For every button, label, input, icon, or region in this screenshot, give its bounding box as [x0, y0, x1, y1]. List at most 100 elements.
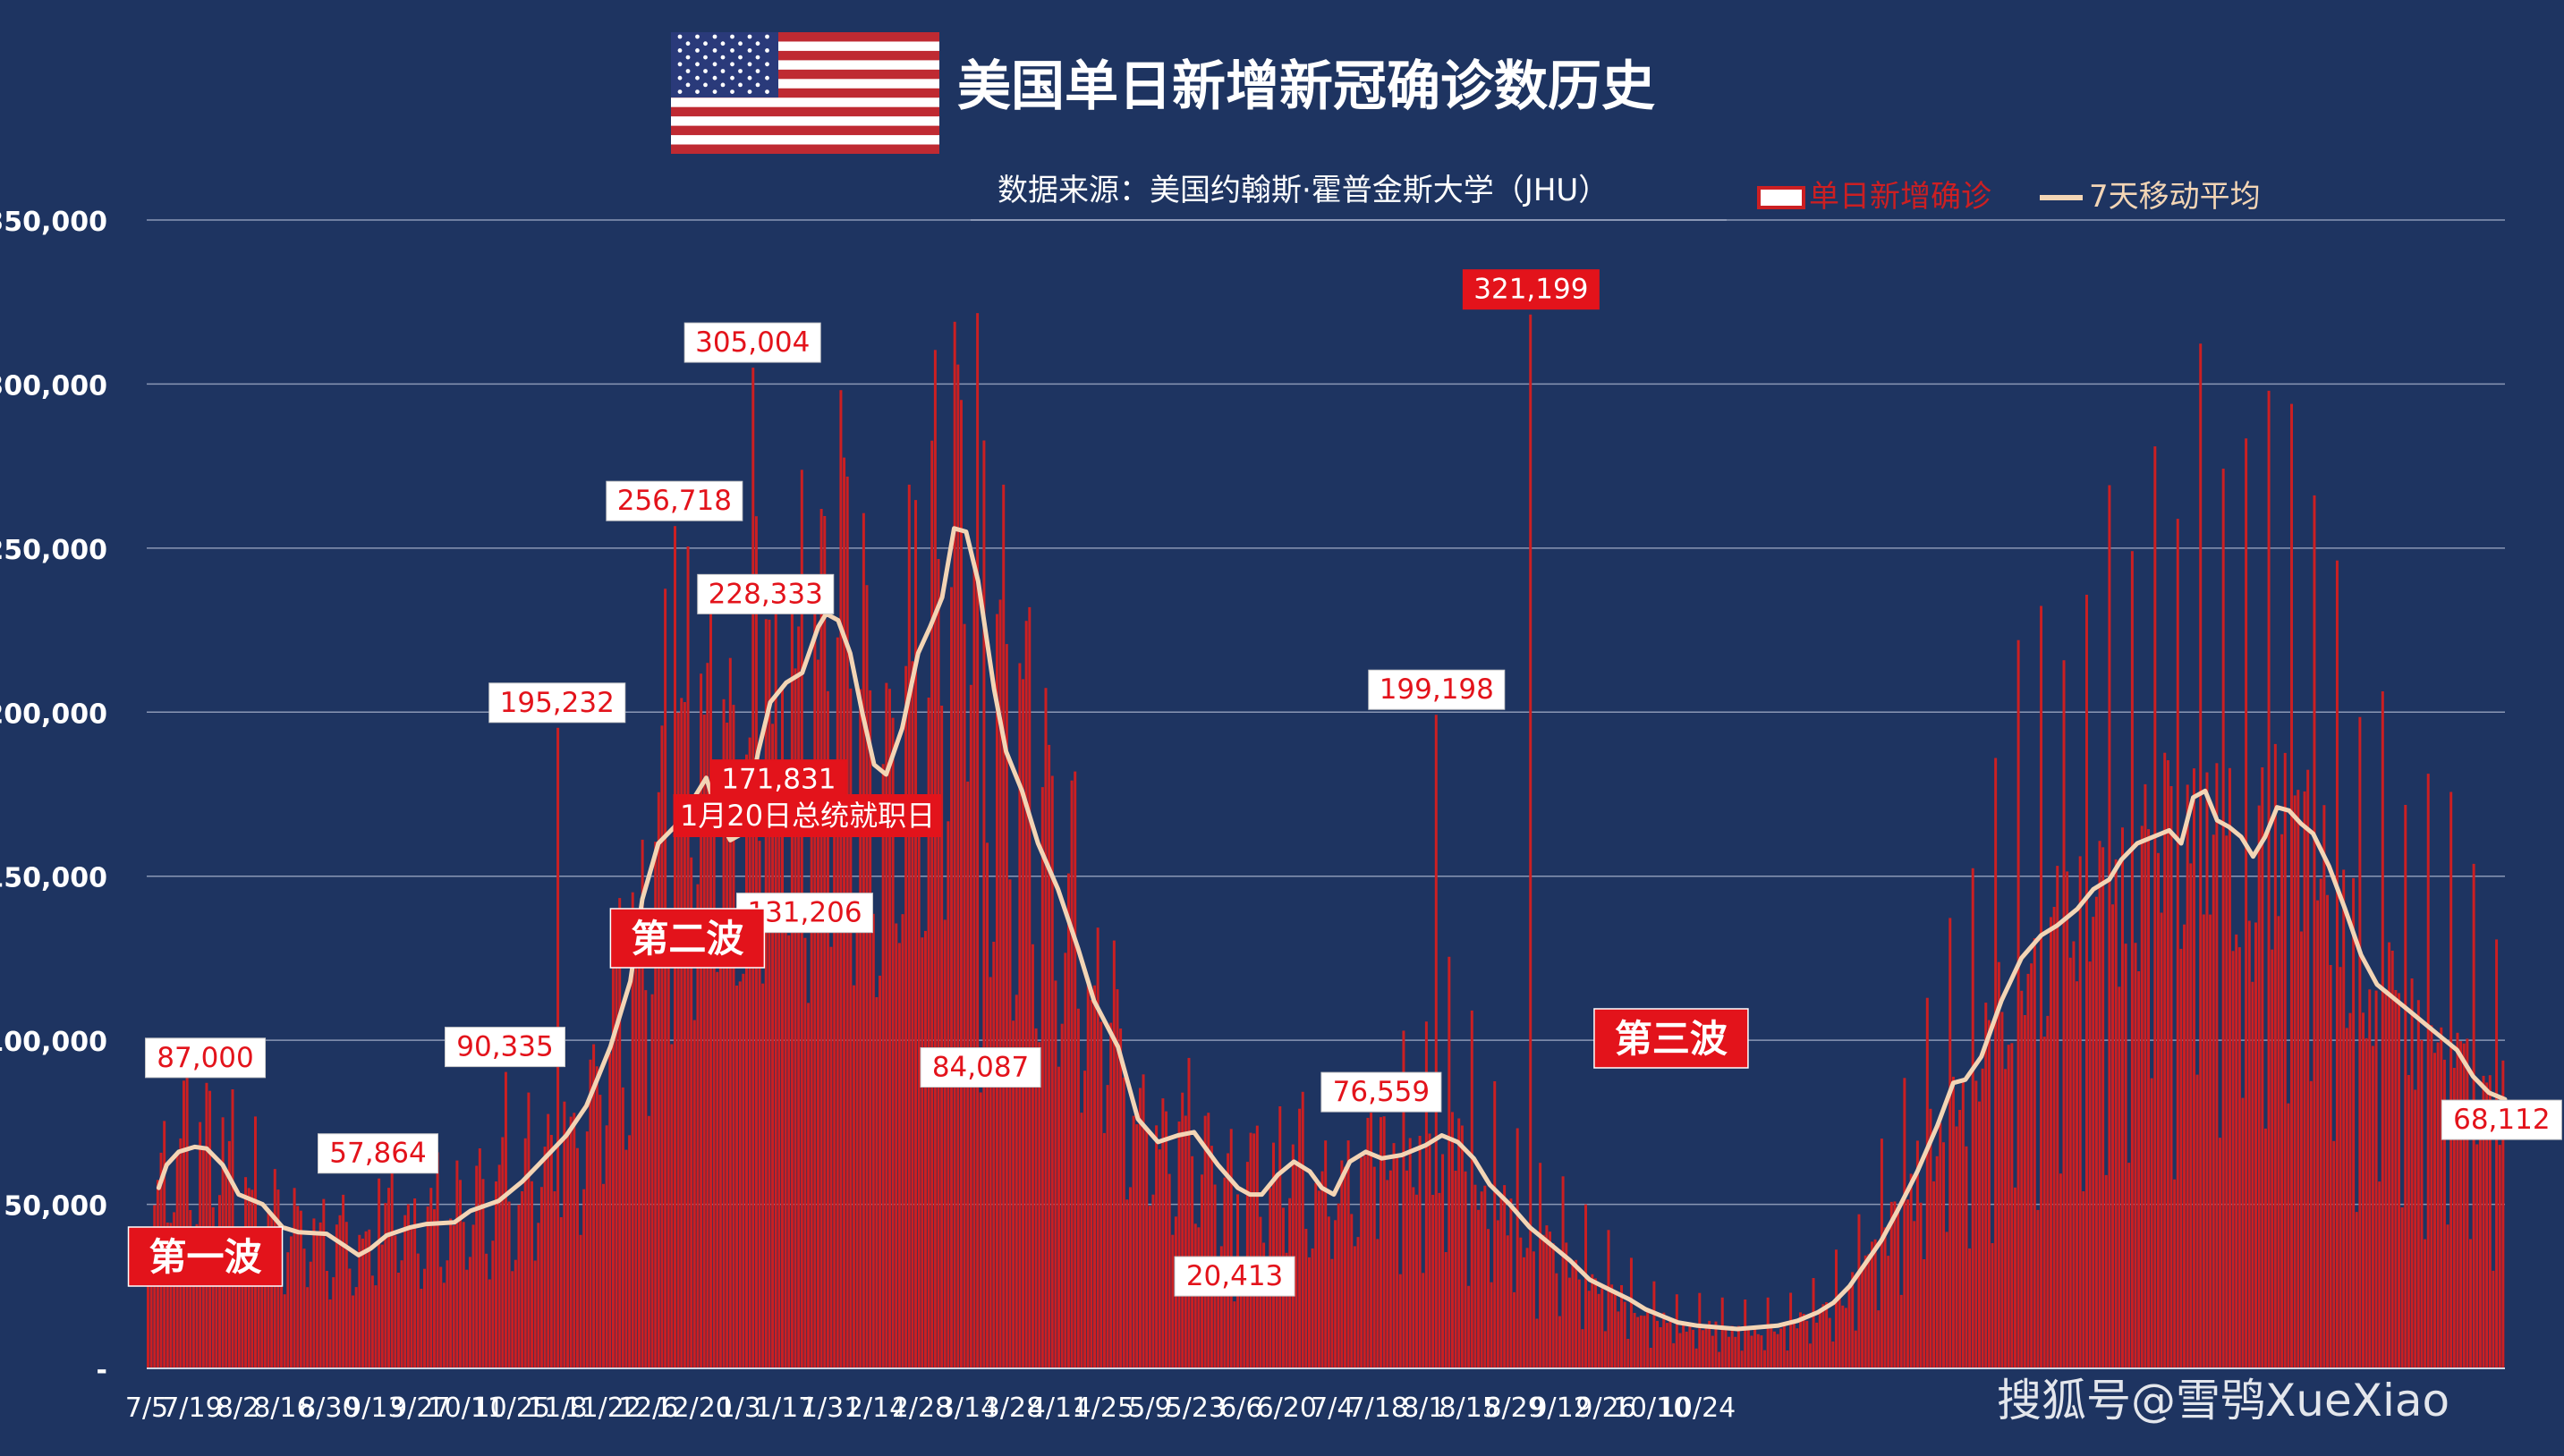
- daily-cases-bar: [1473, 1184, 1477, 1368]
- daily-cases-bar: [2459, 1041, 2463, 1368]
- daily-cases-bar: [1961, 1080, 1965, 1368]
- daily-cases-bar: [2209, 914, 2212, 1368]
- daily-cases-bar: [764, 619, 768, 1368]
- value-callout-box: [709, 759, 847, 800]
- daily-cases-bar: [406, 1204, 410, 1368]
- daily-cases-bar: [1370, 1113, 1373, 1368]
- daily-cases-bar: [602, 1183, 605, 1368]
- daily-cases-bar: [1704, 1325, 1708, 1368]
- daily-cases-bar: [2492, 1270, 2495, 1368]
- daily-cases-bar: [1034, 1028, 1038, 1368]
- daily-cases-bar: [1018, 663, 1022, 1368]
- y-tick-label: 350,000: [0, 207, 107, 238]
- x-tick-label: 9/27: [390, 1393, 450, 1424]
- daily-cases-bar: [2254, 922, 2258, 1368]
- daily-cases-bar: [569, 1116, 573, 1368]
- daily-cases-bar: [901, 914, 904, 1368]
- daily-cases-bar: [215, 1258, 218, 1368]
- daily-cases-bar: [904, 665, 908, 1368]
- y-tick-label: 100,000: [0, 1027, 107, 1058]
- daily-cases-bar: [2084, 595, 2088, 1368]
- daily-cases-bar: [344, 1222, 348, 1368]
- daily-cases-bar: [485, 1253, 488, 1368]
- daily-cases-bar: [1028, 606, 1032, 1368]
- daily-cases-bar: [491, 1240, 495, 1368]
- daily-cases-bar: [1008, 879, 1012, 1368]
- x-tick-label: 3/14: [938, 1393, 998, 1424]
- daily-cases-bar: [2384, 989, 2388, 1368]
- daily-cases-bar: [2205, 772, 2209, 1368]
- daily-cases-bar: [1076, 1008, 1080, 1368]
- daily-cases-bar: [1129, 1187, 1133, 1368]
- daily-cases-bar: [1138, 1088, 1142, 1368]
- value-callout-text: 305,004: [695, 326, 810, 359]
- daily-cases-bar: [1086, 978, 1090, 1368]
- daily-cases-bar: [735, 986, 739, 1368]
- daily-cases-bar: [1851, 1272, 1855, 1368]
- daily-cases-bar: [852, 985, 855, 1368]
- daily-cases-bar: [855, 904, 859, 1368]
- daily-cases-bar: [2166, 760, 2169, 1368]
- daily-cases-bar: [2482, 1075, 2485, 1368]
- daily-cases-bar: [1424, 1021, 1428, 1368]
- daily-cases-bar: [1720, 1297, 1724, 1368]
- daily-cases-bar: [1519, 1237, 1523, 1368]
- daily-cases-bar: [309, 1261, 312, 1368]
- daily-cases-bar: [166, 1223, 169, 1368]
- daily-cases-bar: [1744, 1299, 1747, 1368]
- daily-cases-bar: [1197, 1227, 1201, 1368]
- daily-cases-bar: [742, 973, 745, 1368]
- daily-cases-bar: [2433, 1053, 2436, 1368]
- daily-cases-bar: [1317, 1190, 1320, 1368]
- flag-star: [765, 34, 769, 39]
- daily-cases-bar: [676, 712, 680, 1368]
- wave-label-box: [1593, 1008, 1749, 1069]
- daily-cases-bar: [1522, 1257, 1525, 1368]
- daily-cases-bar: [1353, 1246, 1356, 1368]
- daily-cases-bar: [2108, 485, 2111, 1368]
- daily-cases-bar: [1925, 997, 1929, 1368]
- daily-cases-bar: [819, 509, 823, 1368]
- daily-cases-bar: [1243, 1264, 1246, 1368]
- daily-cases-bar: [537, 1223, 540, 1368]
- daily-cases-bar: [2271, 949, 2274, 1368]
- daily-cases-bar: [149, 1235, 153, 1368]
- daily-cases-bar: [579, 1234, 582, 1368]
- x-tick-label: 10/10: [1613, 1393, 1690, 1424]
- daily-cases-bar: [368, 1229, 371, 1368]
- daily-cases-bar: [416, 1253, 420, 1368]
- flag-star: [685, 55, 691, 60]
- daily-cases-bar: [2059, 1173, 2062, 1368]
- daily-cases-bar: [390, 1167, 394, 1368]
- daily-cases-bar: [748, 737, 751, 1368]
- daily-cases-bar: [1470, 1010, 1473, 1368]
- daily-cases-bar: [396, 1273, 400, 1368]
- daily-cases-bar: [1906, 1199, 1909, 1368]
- daily-cases-bar: [2426, 774, 2430, 1368]
- daily-cases-bar: [2066, 871, 2069, 1368]
- daily-cases-bar: [1558, 1316, 1561, 1368]
- daily-cases-bar: [2466, 1038, 2469, 1368]
- daily-cases-bar: [813, 597, 817, 1368]
- daily-cases-bar: [2345, 1028, 2348, 1368]
- daily-cases-bar: [1477, 1209, 1481, 1368]
- daily-cases-bar: [1513, 1291, 1516, 1368]
- daily-cases-bar: [2416, 1000, 2420, 1368]
- daily-cases-bar: [1968, 1248, 1972, 1368]
- daily-cases-bar: [2485, 1082, 2489, 1368]
- daily-cases-bar: [1060, 1023, 1064, 1368]
- value-callout: 20,413: [1174, 1256, 1295, 1297]
- daily-cases-bar: [2436, 1042, 2440, 1368]
- x-axis: 7/57/198/28/168/309/139/2710/1110/2511/8…: [125, 1393, 1736, 1424]
- daily-cases-bar: [2407, 1075, 2410, 1368]
- daily-cases-bar: [335, 1224, 338, 1368]
- flag-star: [747, 75, 752, 80]
- x-tick-label: 11/22: [564, 1393, 641, 1424]
- value-callout: 256,718: [606, 480, 743, 521]
- flag-star: [765, 62, 769, 67]
- daily-cases-bar: [1652, 1281, 1656, 1368]
- daily-cases-bar: [1372, 1166, 1376, 1368]
- daily-cases-bar: [1603, 1331, 1607, 1368]
- daily-cases-bar: [332, 1277, 335, 1368]
- daily-cases-bar: [2316, 900, 2320, 1368]
